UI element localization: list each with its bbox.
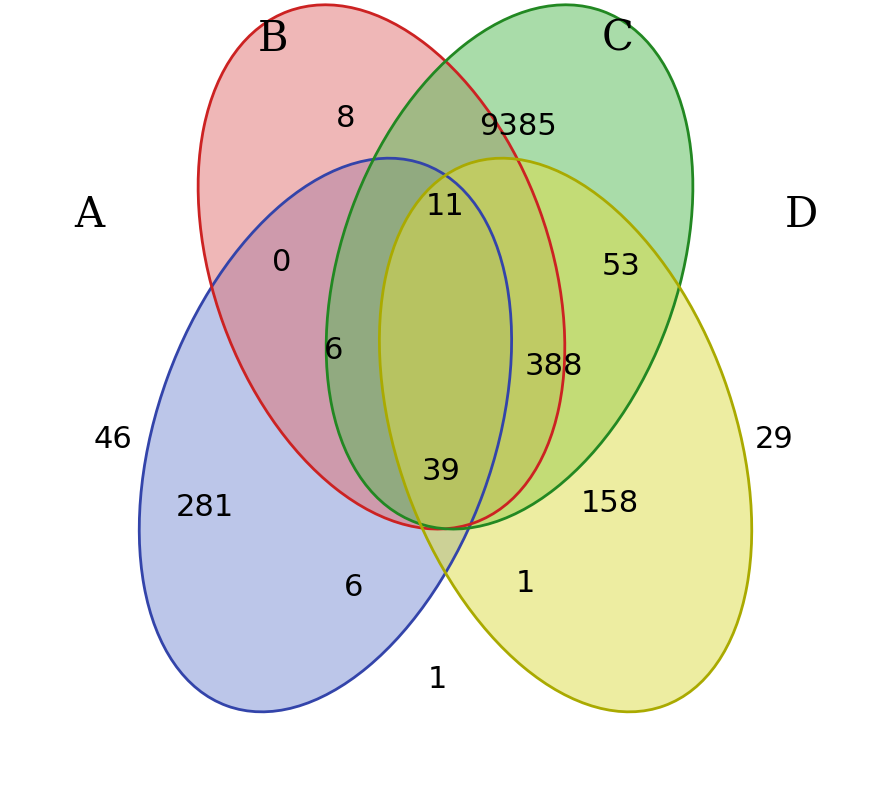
Ellipse shape — [198, 5, 565, 529]
Text: D: D — [785, 194, 818, 236]
Ellipse shape — [139, 158, 511, 712]
Text: 39: 39 — [422, 456, 461, 485]
Ellipse shape — [380, 158, 752, 712]
Text: 46: 46 — [94, 425, 133, 454]
Text: B: B — [258, 18, 289, 60]
Text: C: C — [601, 18, 634, 60]
Text: 29: 29 — [755, 425, 793, 454]
Text: 158: 158 — [580, 488, 639, 517]
Text: 53: 53 — [602, 252, 641, 281]
Text: A: A — [74, 194, 104, 236]
Text: 8: 8 — [336, 104, 356, 133]
Text: 0: 0 — [272, 248, 291, 277]
Text: 388: 388 — [524, 352, 583, 381]
Text: 6: 6 — [344, 572, 364, 601]
Text: 281: 281 — [176, 492, 234, 521]
Text: 11: 11 — [426, 193, 465, 222]
Text: 1: 1 — [516, 568, 535, 597]
Text: 1: 1 — [428, 665, 447, 694]
Text: 6: 6 — [323, 336, 343, 365]
Text: 9385: 9385 — [478, 112, 556, 141]
Ellipse shape — [326, 5, 693, 529]
